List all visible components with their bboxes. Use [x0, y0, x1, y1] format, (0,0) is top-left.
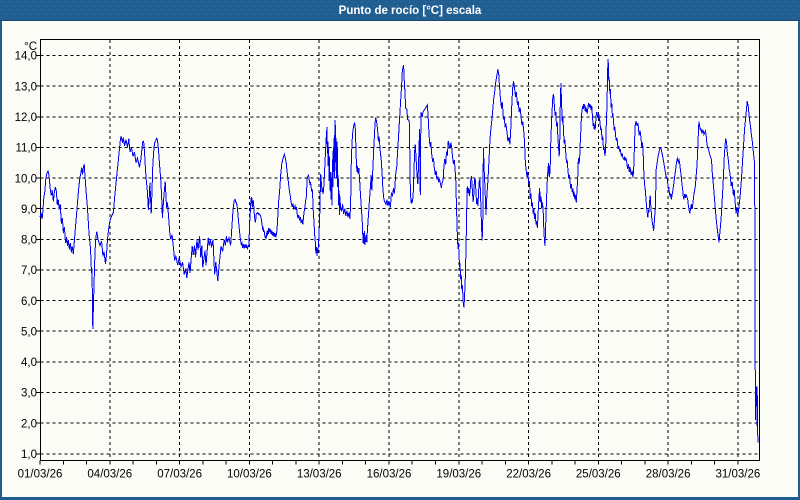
svg-text:14,0: 14,0	[15, 51, 37, 63]
svg-text:13,0: 13,0	[15, 81, 37, 93]
svg-text:04/03/26: 04/03/26	[87, 469, 132, 481]
svg-text:12,0: 12,0	[15, 112, 37, 124]
svg-text:22/03/26: 22/03/26	[506, 469, 551, 481]
svg-text:3,0: 3,0	[21, 388, 37, 400]
svg-text:28/03/26: 28/03/26	[646, 469, 691, 481]
svg-text:25/03/26: 25/03/26	[576, 469, 621, 481]
svg-text:1,0: 1,0	[21, 449, 37, 461]
svg-text:5,0: 5,0	[21, 326, 37, 338]
svg-text:2,0: 2,0	[21, 418, 37, 430]
svg-text:16/03/26: 16/03/26	[367, 469, 412, 481]
svg-text:°C: °C	[24, 41, 37, 53]
svg-text:6,0: 6,0	[21, 296, 37, 308]
svg-text:10,0: 10,0	[15, 173, 37, 185]
svg-text:4,0: 4,0	[21, 357, 37, 369]
svg-text:19/03/26: 19/03/26	[436, 469, 481, 481]
svg-text:07/03/26: 07/03/26	[157, 469, 202, 481]
svg-text:8,0: 8,0	[21, 235, 37, 247]
svg-text:7,0: 7,0	[21, 265, 37, 277]
svg-text:31/03/26: 31/03/26	[716, 469, 761, 481]
svg-text:01/03/26: 01/03/26	[18, 469, 63, 481]
svg-text:9,0: 9,0	[21, 204, 37, 216]
svg-text:10/03/26: 10/03/26	[227, 469, 272, 481]
svg-text:Punto de rocío [°C] escala: Punto de rocío [°C] escala	[339, 5, 482, 17]
svg-text:13/03/26: 13/03/26	[297, 469, 342, 481]
svg-text:11,0: 11,0	[15, 143, 37, 155]
